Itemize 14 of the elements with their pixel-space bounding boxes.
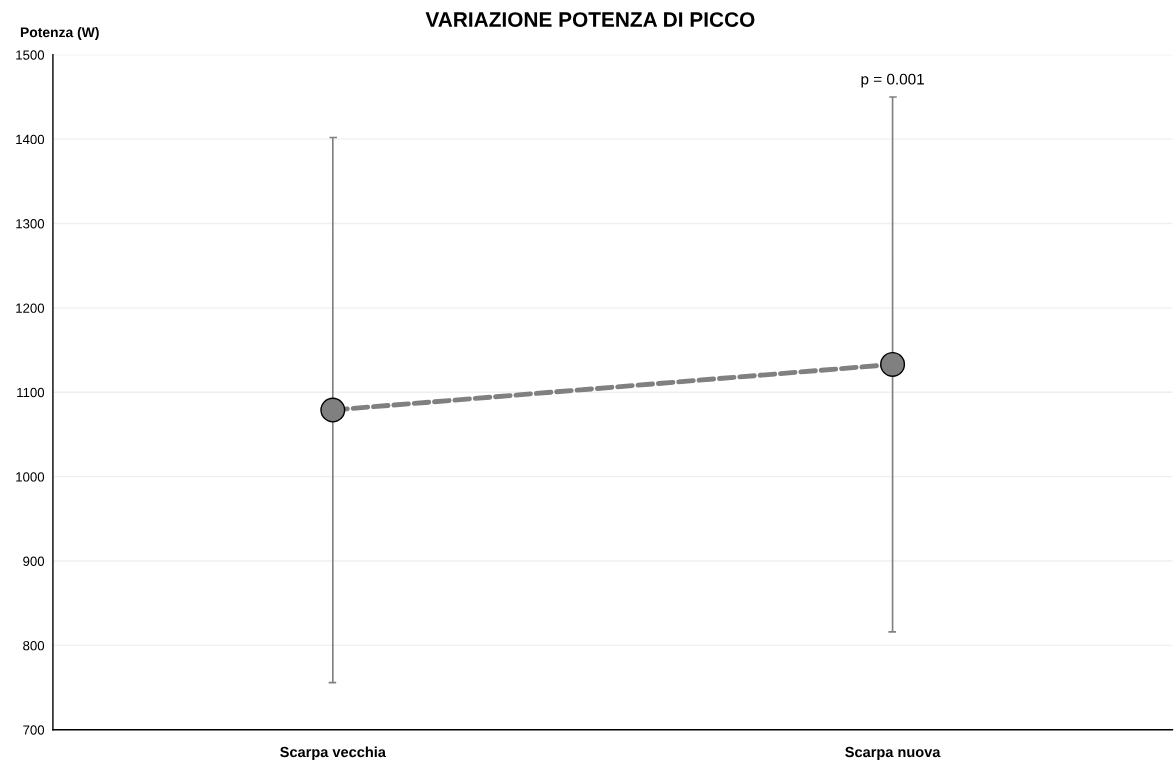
y-tick-label: 700 [23,725,45,735]
y-tick-label: 1200 [16,303,45,313]
y-tick-label: 1100 [17,387,45,398]
y-tick-label: 800 [23,640,45,651]
y-tick-label: 1500 [16,50,45,60]
x-tick-label: Scarpa nuova [845,746,941,761]
y-axis-title: Potenza (W) [20,27,99,40]
y-tick-label: 1400 [16,134,45,145]
chart-title: VARIAZIONE POTENZA DI PICCO [425,12,755,27]
y-tick-label: 900 [23,556,45,566]
y-tick-label: 1300 [16,219,45,229]
annotation: p = 0.001 [861,73,924,88]
y-tick-label: 1000 [16,472,45,482]
x-tick-label: Scarpa vecchia [280,746,387,761]
